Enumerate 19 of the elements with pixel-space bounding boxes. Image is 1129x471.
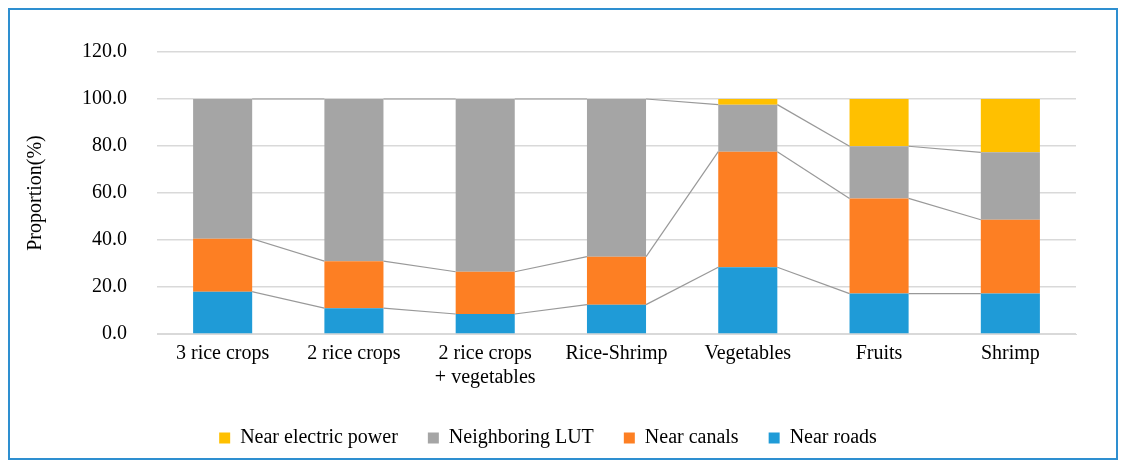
legend-label: Near canals — [644, 425, 739, 448]
y-tick-label: 40.0 — [92, 227, 127, 250]
y-tick-label: 120.0 — [82, 39, 127, 62]
y-tick-label: 0.0 — [102, 321, 127, 344]
x-tick-label: Vegetables — [704, 341, 792, 365]
x-tick-label: 2 rice crops + vegetables — [434, 341, 536, 389]
x-tick-label: 2 rice crops — [307, 341, 401, 365]
legend-label: Neighboring LUT — [448, 425, 594, 449]
x-tick-label: Rice-Shrimp — [565, 341, 668, 365]
x-tick-label: 3 rice crops — [175, 341, 270, 365]
legend-label: Near electric power — [240, 425, 399, 449]
y-tick-label: 20.0 — [92, 274, 127, 297]
legend-label: Near roads — [789, 425, 878, 448]
y-tick-label: 100.0 — [82, 86, 127, 109]
y-tick-label: 80.0 — [92, 133, 127, 156]
y-axis-title: Proportion(%) — [23, 135, 47, 251]
x-tick-label: Fruits — [855, 341, 903, 364]
y-tick-label: 60.0 — [92, 180, 127, 203]
x-tick-label: Shrimp — [980, 341, 1040, 365]
